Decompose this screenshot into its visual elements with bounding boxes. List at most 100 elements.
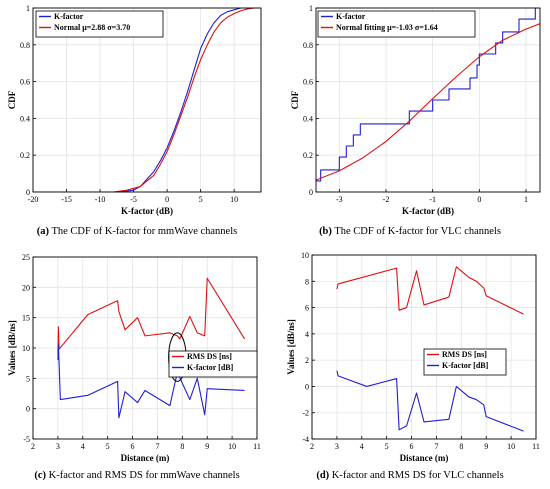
y-tick-label: -2 bbox=[302, 409, 309, 418]
x-tick-label: 11 bbox=[532, 442, 540, 451]
y-tick-label: 0 bbox=[309, 188, 313, 197]
y-tick-label: 5 bbox=[26, 374, 30, 383]
x-tick-label: 5 bbox=[385, 442, 389, 451]
plot-area bbox=[312, 255, 536, 439]
x-tick-label: -20 bbox=[28, 195, 39, 204]
y-tick-label: 1 bbox=[309, 4, 313, 13]
panel-caption-letter: (c) bbox=[34, 470, 46, 481]
series-line-second bbox=[33, 8, 261, 192]
panel-caption: (b) The CDF of K-factor for VLC channels bbox=[319, 226, 501, 237]
axes-frame bbox=[32, 256, 258, 440]
y-tick-label: 0.2 bbox=[303, 151, 313, 160]
panel-caption: (d) K-factor and RMS DS for VLC channels bbox=[316, 470, 503, 481]
panel-caption-text: K-factor and RMS DS for mmWave channels bbox=[46, 470, 240, 481]
y-tick-label: 0.8 bbox=[303, 41, 313, 50]
legend-entry-label: K-factor [dB] bbox=[442, 361, 489, 370]
y-tick-label: 25 bbox=[22, 253, 30, 262]
panel-caption-letter: (d) bbox=[316, 470, 329, 481]
x-tick-label: 4 bbox=[81, 442, 85, 451]
x-tick-label: -2 bbox=[383, 195, 390, 204]
y-tick-label: 0 bbox=[305, 382, 309, 391]
plot-area bbox=[33, 8, 261, 192]
series-line-first bbox=[336, 266, 524, 315]
y-tick-label: 0.8 bbox=[20, 41, 30, 50]
chart-panel-d: 2 3 4 5 6 7 8 9 10 11 -4 -2 0 2 4 6 8 10 Distance (m) Value… bbox=[286, 251, 540, 481]
legend-entry-label: K-factor bbox=[54, 12, 84, 21]
series-line-second bbox=[316, 23, 540, 181]
legend-entry-label: K-factor bbox=[336, 12, 366, 21]
x-tick-label: 8 bbox=[459, 442, 463, 451]
y-tick-label: 0.4 bbox=[20, 114, 30, 123]
x-tick-label: 11 bbox=[253, 442, 261, 451]
x-tick-label: 3 bbox=[335, 442, 339, 451]
x-tick-label: -5 bbox=[130, 195, 137, 204]
legend: K-factor Normal μ=2.88 σ=3.70 bbox=[35, 10, 164, 38]
y-axis-label: Values [dB/ns] bbox=[7, 320, 17, 375]
chart-panel-b: -3 -2 -1 0 1 0 0.2 0.4 0.6 0.8 1 K-factor (dB) CDF K-… bbox=[290, 4, 541, 237]
panel-caption-text: The CDF of K-factor for mmWave channels bbox=[49, 226, 237, 237]
legend: RMS DS [ns] K-factor [dB] bbox=[423, 348, 507, 376]
x-tick-label: 5 bbox=[106, 442, 110, 451]
y-axis-label: CDF bbox=[290, 90, 300, 109]
x-tick-label: 2 bbox=[310, 442, 314, 451]
panel-caption: (a) The CDF of K-factor for mmWave chann… bbox=[37, 226, 237, 237]
y-tick-label: 10 bbox=[301, 251, 309, 260]
chart-panel-c: 2 3 4 5 6 7 8 9 10 11 -5 0 5 10 15 20 25 Distance (m) Valu… bbox=[7, 253, 261, 481]
x-tick-label: 10 bbox=[230, 195, 238, 204]
legend-entry-label: Normal fitting μ=-1.03 σ=1.64 bbox=[336, 23, 438, 32]
x-tick-label: -10 bbox=[95, 195, 106, 204]
legend-box bbox=[317, 10, 476, 38]
x-tick-label: 0 bbox=[477, 195, 481, 204]
series-line-first bbox=[57, 277, 246, 355]
legend-entry-label: RMS DS [ns] bbox=[442, 350, 487, 359]
y-axis-label: CDF bbox=[7, 90, 17, 109]
legend-box bbox=[423, 348, 507, 376]
x-tick-label: 1 bbox=[524, 195, 528, 204]
y-tick-label: -4 bbox=[302, 435, 309, 444]
y-tick-label: 15 bbox=[22, 314, 30, 323]
legend-box bbox=[168, 350, 258, 378]
x-tick-label: 9 bbox=[484, 442, 488, 451]
y-tick-label: 6 bbox=[305, 304, 309, 313]
x-tick-label: 0 bbox=[165, 195, 169, 204]
x-tick-label: -1 bbox=[429, 195, 436, 204]
y-tick-label: 10 bbox=[22, 344, 30, 353]
y-tick-label: 0.2 bbox=[20, 151, 30, 160]
y-tick-label: 2 bbox=[305, 356, 309, 365]
x-tick-label: 6 bbox=[131, 442, 135, 451]
x-tick-label: 7 bbox=[434, 442, 438, 451]
x-tick-label: 2 bbox=[31, 442, 35, 451]
legend: RMS DS [ns] K-factor [dB] bbox=[168, 350, 258, 378]
series-line-second bbox=[336, 370, 524, 432]
chart-panel-a: -20 -15 -10 -5 0 5 10 0 0.2 0.4 0.6 0.8 1 K-factor (d… bbox=[7, 4, 262, 237]
legend-entry-label: K-factor [dB] bbox=[187, 363, 234, 372]
x-tick-label: 10 bbox=[228, 442, 236, 451]
panel-caption: (c) K-factor and RMS DS for mmWave chann… bbox=[34, 470, 239, 481]
y-tick-label: 0.6 bbox=[303, 78, 313, 87]
y-tick-label: -5 bbox=[23, 435, 30, 444]
panel-caption-text: K-factor and RMS DS for VLC channels bbox=[329, 470, 504, 481]
x-tick-label: 7 bbox=[155, 442, 159, 451]
y-tick-label: 0 bbox=[26, 188, 30, 197]
axes-frame bbox=[311, 254, 537, 440]
series-line-first bbox=[316, 8, 540, 182]
x-axis-label: Distance (m) bbox=[121, 453, 170, 463]
x-tick-label: -3 bbox=[336, 195, 343, 204]
x-tick-label: 5 bbox=[199, 195, 203, 204]
legend-entry-label: Normal μ=2.88 σ=3.70 bbox=[54, 23, 130, 32]
x-tick-label: 3 bbox=[56, 442, 60, 451]
legend-box bbox=[35, 10, 164, 38]
y-tick-label: 20 bbox=[22, 283, 30, 292]
x-axis-label: K-factor (dB) bbox=[402, 206, 454, 216]
y-tick-label: 0.4 bbox=[303, 114, 313, 123]
y-tick-label: 0 bbox=[26, 405, 30, 414]
axes-frame bbox=[315, 7, 541, 193]
y-axis-label: Values [dB/ns] bbox=[286, 319, 296, 374]
panel-caption-letter: (a) bbox=[37, 226, 50, 237]
x-tick-label: 10 bbox=[507, 442, 515, 451]
panel-caption-text: The CDF of K-factor for VLC channels bbox=[332, 226, 501, 237]
y-tick-label: 8 bbox=[305, 277, 309, 286]
legend-entry-label: RMS DS [ns] bbox=[187, 352, 232, 361]
y-tick-label: 4 bbox=[305, 330, 309, 339]
